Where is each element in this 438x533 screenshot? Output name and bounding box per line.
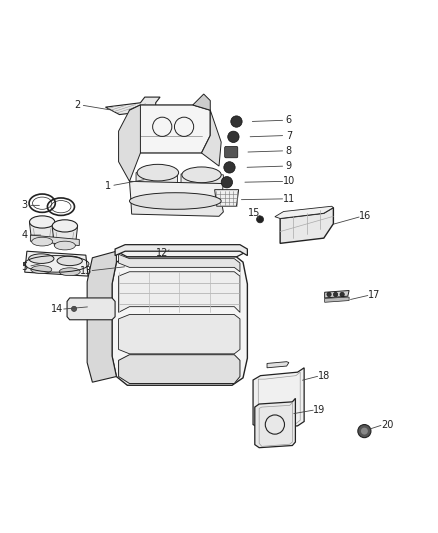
Ellipse shape [28,254,54,263]
Text: 20: 20 [381,419,393,430]
Text: 14: 14 [51,304,64,314]
Ellipse shape [137,164,179,181]
Polygon shape [112,257,247,385]
Polygon shape [253,368,304,429]
Polygon shape [119,314,240,354]
Polygon shape [255,398,295,448]
Circle shape [221,176,233,188]
Polygon shape [117,246,247,257]
Ellipse shape [182,167,221,183]
FancyBboxPatch shape [225,147,238,158]
Text: 12: 12 [156,248,169,259]
Polygon shape [131,199,223,216]
Polygon shape [25,251,88,276]
Polygon shape [136,173,177,184]
Polygon shape [193,94,210,110]
Text: 5: 5 [21,262,28,271]
Polygon shape [119,272,240,312]
Polygon shape [201,110,221,166]
Polygon shape [119,105,141,181]
Polygon shape [181,174,223,185]
Circle shape [224,161,235,173]
Polygon shape [106,97,160,115]
Polygon shape [130,181,223,201]
Ellipse shape [52,220,78,232]
Ellipse shape [31,265,52,273]
Ellipse shape [130,193,221,209]
Polygon shape [29,223,55,241]
Polygon shape [275,206,333,219]
Text: 2: 2 [74,100,80,110]
Circle shape [361,427,368,434]
Polygon shape [130,105,210,153]
Text: 6: 6 [286,115,292,125]
Text: 17: 17 [368,290,380,300]
Ellipse shape [59,268,80,276]
Text: 9: 9 [286,161,292,171]
Ellipse shape [57,256,82,265]
Polygon shape [52,227,78,246]
Polygon shape [325,290,349,298]
Circle shape [71,306,77,311]
Text: 8: 8 [286,146,292,156]
Text: 16: 16 [359,211,371,221]
Polygon shape [119,354,240,384]
Polygon shape [67,298,115,320]
Circle shape [257,216,264,223]
Text: 7: 7 [286,131,292,141]
Text: 15: 15 [248,208,260,218]
Ellipse shape [32,237,53,246]
Polygon shape [215,190,239,206]
Circle shape [327,292,331,297]
Circle shape [358,425,371,438]
Polygon shape [87,251,117,382]
Circle shape [333,292,338,297]
Circle shape [340,292,344,297]
Ellipse shape [29,216,55,228]
Text: 18: 18 [318,370,330,381]
Polygon shape [280,207,333,244]
Polygon shape [115,245,247,256]
Polygon shape [325,297,349,302]
Circle shape [231,116,242,127]
Polygon shape [267,362,289,368]
Ellipse shape [54,241,75,250]
Circle shape [228,131,239,142]
Text: 19: 19 [313,405,325,415]
Text: 3: 3 [21,200,28,211]
Text: 13: 13 [80,266,92,276]
Polygon shape [119,254,240,272]
Text: 1: 1 [105,181,111,191]
Text: 4: 4 [21,230,28,240]
Text: 10: 10 [283,176,295,187]
Polygon shape [30,235,79,246]
Text: 11: 11 [283,194,295,204]
